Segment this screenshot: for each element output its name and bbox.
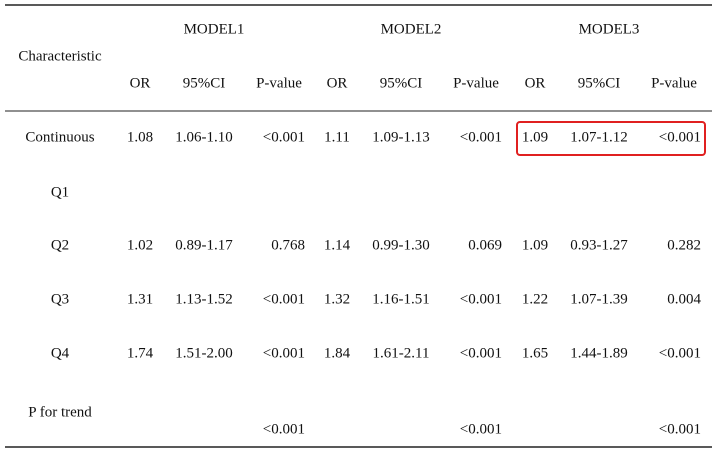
cell: 1.09 — [522, 237, 548, 253]
cell: <0.001 — [659, 421, 701, 437]
cell: 1.07-1.39 — [570, 291, 628, 307]
row-label: Q4 — [51, 345, 70, 361]
cell: 0.768 — [271, 237, 305, 253]
cell: <0.001 — [263, 129, 305, 145]
row-label: Q3 — [51, 291, 69, 307]
column-header: OR — [525, 75, 546, 91]
cell: 1.84 — [324, 345, 351, 361]
cell: <0.001 — [659, 129, 701, 145]
cell: 1.22 — [522, 291, 548, 307]
cell: 1.02 — [127, 237, 153, 253]
row-label: Continuous — [25, 129, 94, 145]
column-header: 95%CI — [578, 75, 621, 91]
cell: 0.282 — [667, 237, 701, 253]
cell: 1.09 — [522, 129, 548, 145]
column-header: P-value — [453, 75, 499, 91]
cell: 1.31 — [127, 291, 153, 307]
cell: 1.13-1.52 — [175, 291, 233, 307]
column-header: OR — [130, 75, 151, 91]
cell: 0.069 — [468, 237, 502, 253]
cell: 0.89-1.17 — [175, 237, 233, 253]
cell: 1.11 — [324, 129, 350, 145]
cell: 1.32 — [324, 291, 350, 307]
cell: 0.004 — [667, 291, 701, 307]
model-header: MODEL3 — [579, 21, 640, 37]
cell: 1.16-1.51 — [372, 291, 430, 307]
cell: <0.001 — [460, 421, 502, 437]
column-header: OR — [327, 75, 348, 91]
row-label: Q1 — [51, 184, 69, 200]
cell: <0.001 — [659, 345, 701, 361]
header-characteristic: Characteristic — [18, 48, 102, 64]
cell: 1.74 — [127, 345, 154, 361]
column-header: 95%CI — [380, 75, 423, 91]
cell: 1.07-1.12 — [570, 129, 628, 145]
cell: 1.61-2.11 — [373, 345, 430, 361]
highlight-box — [516, 121, 706, 156]
cell: 1.06-1.10 — [175, 129, 233, 145]
cell: 1.09-1.13 — [372, 129, 430, 145]
cell: 1.14 — [324, 237, 351, 253]
cell: 1.44-1.89 — [570, 345, 628, 361]
cell: 1.65 — [522, 345, 548, 361]
cell: <0.001 — [263, 291, 305, 307]
cell: <0.001 — [263, 345, 305, 361]
cell: <0.001 — [460, 291, 502, 307]
column-header: 95%CI — [183, 75, 226, 91]
cell: <0.001 — [460, 345, 502, 361]
cell: 0.93-1.27 — [570, 237, 628, 253]
cell: 1.08 — [127, 129, 153, 145]
model-header: MODEL1 — [184, 21, 245, 37]
row-label: Q2 — [51, 237, 69, 253]
column-header: P-value — [651, 75, 697, 91]
cell: 0.99-1.30 — [372, 237, 430, 253]
cell: <0.001 — [263, 421, 305, 437]
cell: <0.001 — [460, 129, 502, 145]
row-label: P for trend — [28, 404, 92, 420]
cell: 1.51-2.00 — [175, 345, 233, 361]
column-header: P-value — [256, 75, 302, 91]
model-header: MODEL2 — [381, 21, 442, 37]
